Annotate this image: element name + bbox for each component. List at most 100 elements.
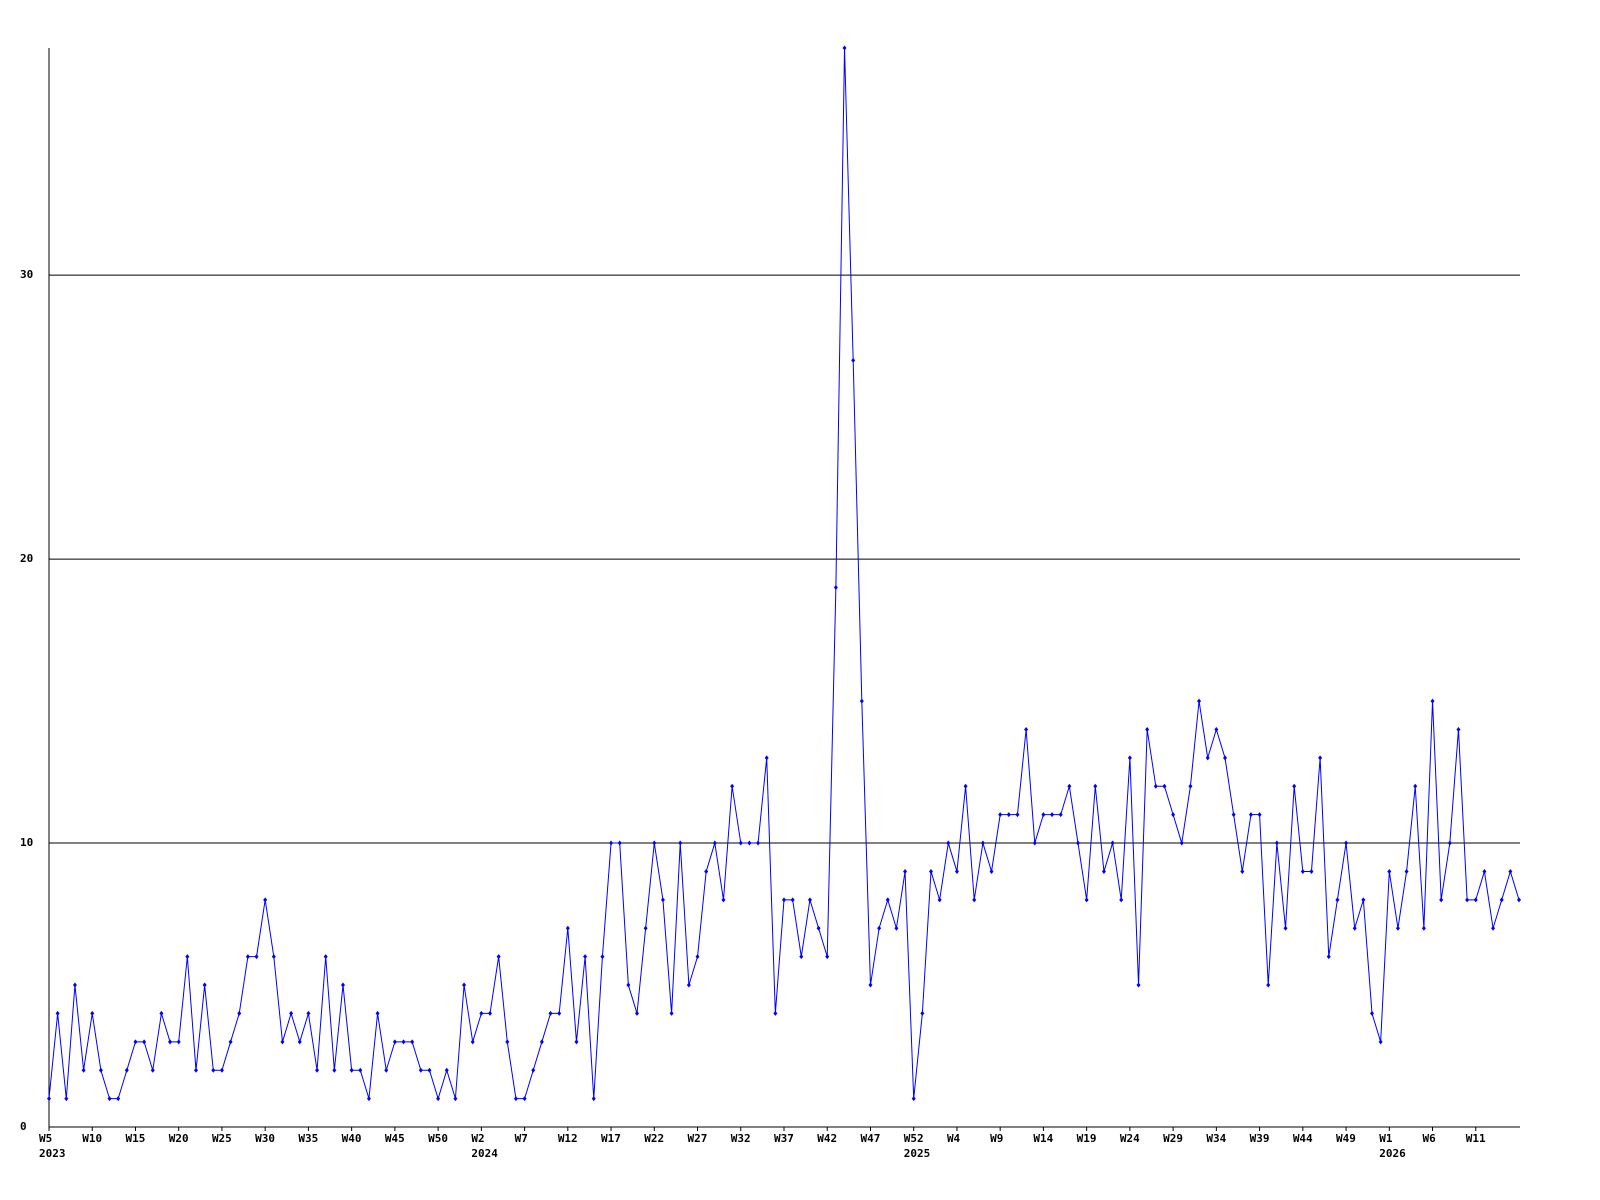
data-point	[142, 1039, 147, 1045]
x-tick-label: W52	[904, 1132, 924, 1145]
year-label: 2023	[39, 1147, 66, 1160]
x-tick-label: W24	[1120, 1132, 1140, 1145]
x-tick-label: W49	[1336, 1132, 1356, 1145]
data-point	[1404, 868, 1409, 874]
data-point	[1179, 840, 1184, 846]
data-point	[470, 1039, 475, 1045]
data-point	[1050, 812, 1055, 818]
data-point	[1283, 925, 1288, 931]
data-point	[306, 1010, 311, 1016]
data-point	[1370, 1010, 1374, 1016]
data-point	[1067, 783, 1072, 789]
data-point	[1101, 868, 1106, 874]
data-point	[1499, 897, 1504, 903]
data-point	[332, 1067, 337, 1073]
year-label: 2025	[904, 1147, 931, 1160]
data-point	[626, 982, 631, 988]
data-point	[1300, 868, 1305, 874]
data-point	[643, 925, 648, 931]
data-point	[747, 840, 752, 846]
data-point	[211, 1067, 216, 1073]
x-tick-label: W7	[515, 1132, 528, 1145]
data-point	[185, 954, 190, 960]
x-tick-label: W1	[1379, 1132, 1393, 1145]
data-point	[1084, 897, 1089, 903]
data-point	[1378, 1039, 1383, 1045]
x-tick-label: W40	[342, 1132, 362, 1145]
data-point	[730, 783, 735, 789]
data-point	[1205, 755, 1210, 761]
data-point	[107, 1096, 112, 1102]
data-point	[237, 1010, 242, 1016]
data-point	[1318, 755, 1323, 761]
data-point	[1127, 755, 1132, 761]
data-point	[1041, 812, 1046, 818]
data-point	[436, 1096, 441, 1102]
data-point	[764, 755, 769, 761]
data-point	[1266, 982, 1271, 988]
data-point	[133, 1039, 138, 1045]
data-point	[1240, 868, 1245, 874]
x-tick-label: W14	[1033, 1132, 1053, 1145]
data-point	[444, 1067, 449, 1073]
data-point	[202, 982, 207, 988]
data-point	[937, 897, 942, 903]
x-tick-label: W45	[385, 1132, 405, 1145]
data-point	[539, 1039, 544, 1045]
data-point	[1309, 868, 1314, 874]
x-tick-label: W15	[125, 1132, 145, 1145]
data-point	[920, 1010, 925, 1016]
x-tick-label: W47	[860, 1132, 880, 1145]
data-point	[635, 1010, 639, 1016]
x-tick-label: W22	[644, 1132, 664, 1145]
data-point	[1430, 698, 1435, 704]
data-point	[513, 1096, 518, 1102]
data-point	[176, 1039, 181, 1045]
data-point	[124, 1067, 129, 1073]
data-point	[522, 1096, 527, 1102]
data-point	[868, 982, 873, 988]
data-point	[1257, 812, 1262, 818]
x-tick-label: W9	[990, 1132, 1003, 1145]
data-point	[600, 954, 605, 960]
data-point	[1491, 925, 1496, 931]
data-point	[1326, 954, 1331, 960]
data-point	[505, 1039, 510, 1045]
data-point	[1093, 783, 1098, 789]
data-point	[1024, 726, 1029, 732]
data-point	[738, 840, 743, 846]
data-point	[1517, 897, 1521, 903]
data-point	[1395, 925, 1400, 931]
data-point	[954, 868, 959, 874]
y-tick-label: 10	[20, 836, 33, 849]
data-point	[583, 954, 588, 960]
data-point	[1136, 982, 1141, 988]
x-tick-label: W20	[169, 1132, 189, 1145]
year-label: 2026	[1379, 1147, 1406, 1160]
data-point	[877, 925, 882, 931]
data-point	[1387, 868, 1392, 874]
data-point	[565, 925, 570, 931]
data-point	[263, 897, 268, 903]
data-point	[47, 1096, 51, 1102]
data-point	[392, 1039, 397, 1045]
data-point	[782, 897, 786, 903]
data-point	[678, 840, 683, 846]
data-point	[816, 925, 821, 931]
x-tick-label: W42	[817, 1132, 837, 1145]
data-point	[1456, 726, 1461, 732]
data-point	[980, 840, 985, 846]
data-point	[81, 1067, 86, 1073]
data-point	[55, 1010, 60, 1016]
data-point	[254, 954, 259, 960]
year-label: 2024	[471, 1147, 498, 1160]
data-point	[349, 1067, 354, 1073]
data-point	[194, 1067, 198, 1073]
data-point	[375, 1010, 380, 1016]
x-tick-label: W27	[688, 1132, 708, 1145]
data-point	[1344, 840, 1349, 846]
data-point	[1421, 925, 1426, 931]
data-point	[548, 1010, 553, 1016]
